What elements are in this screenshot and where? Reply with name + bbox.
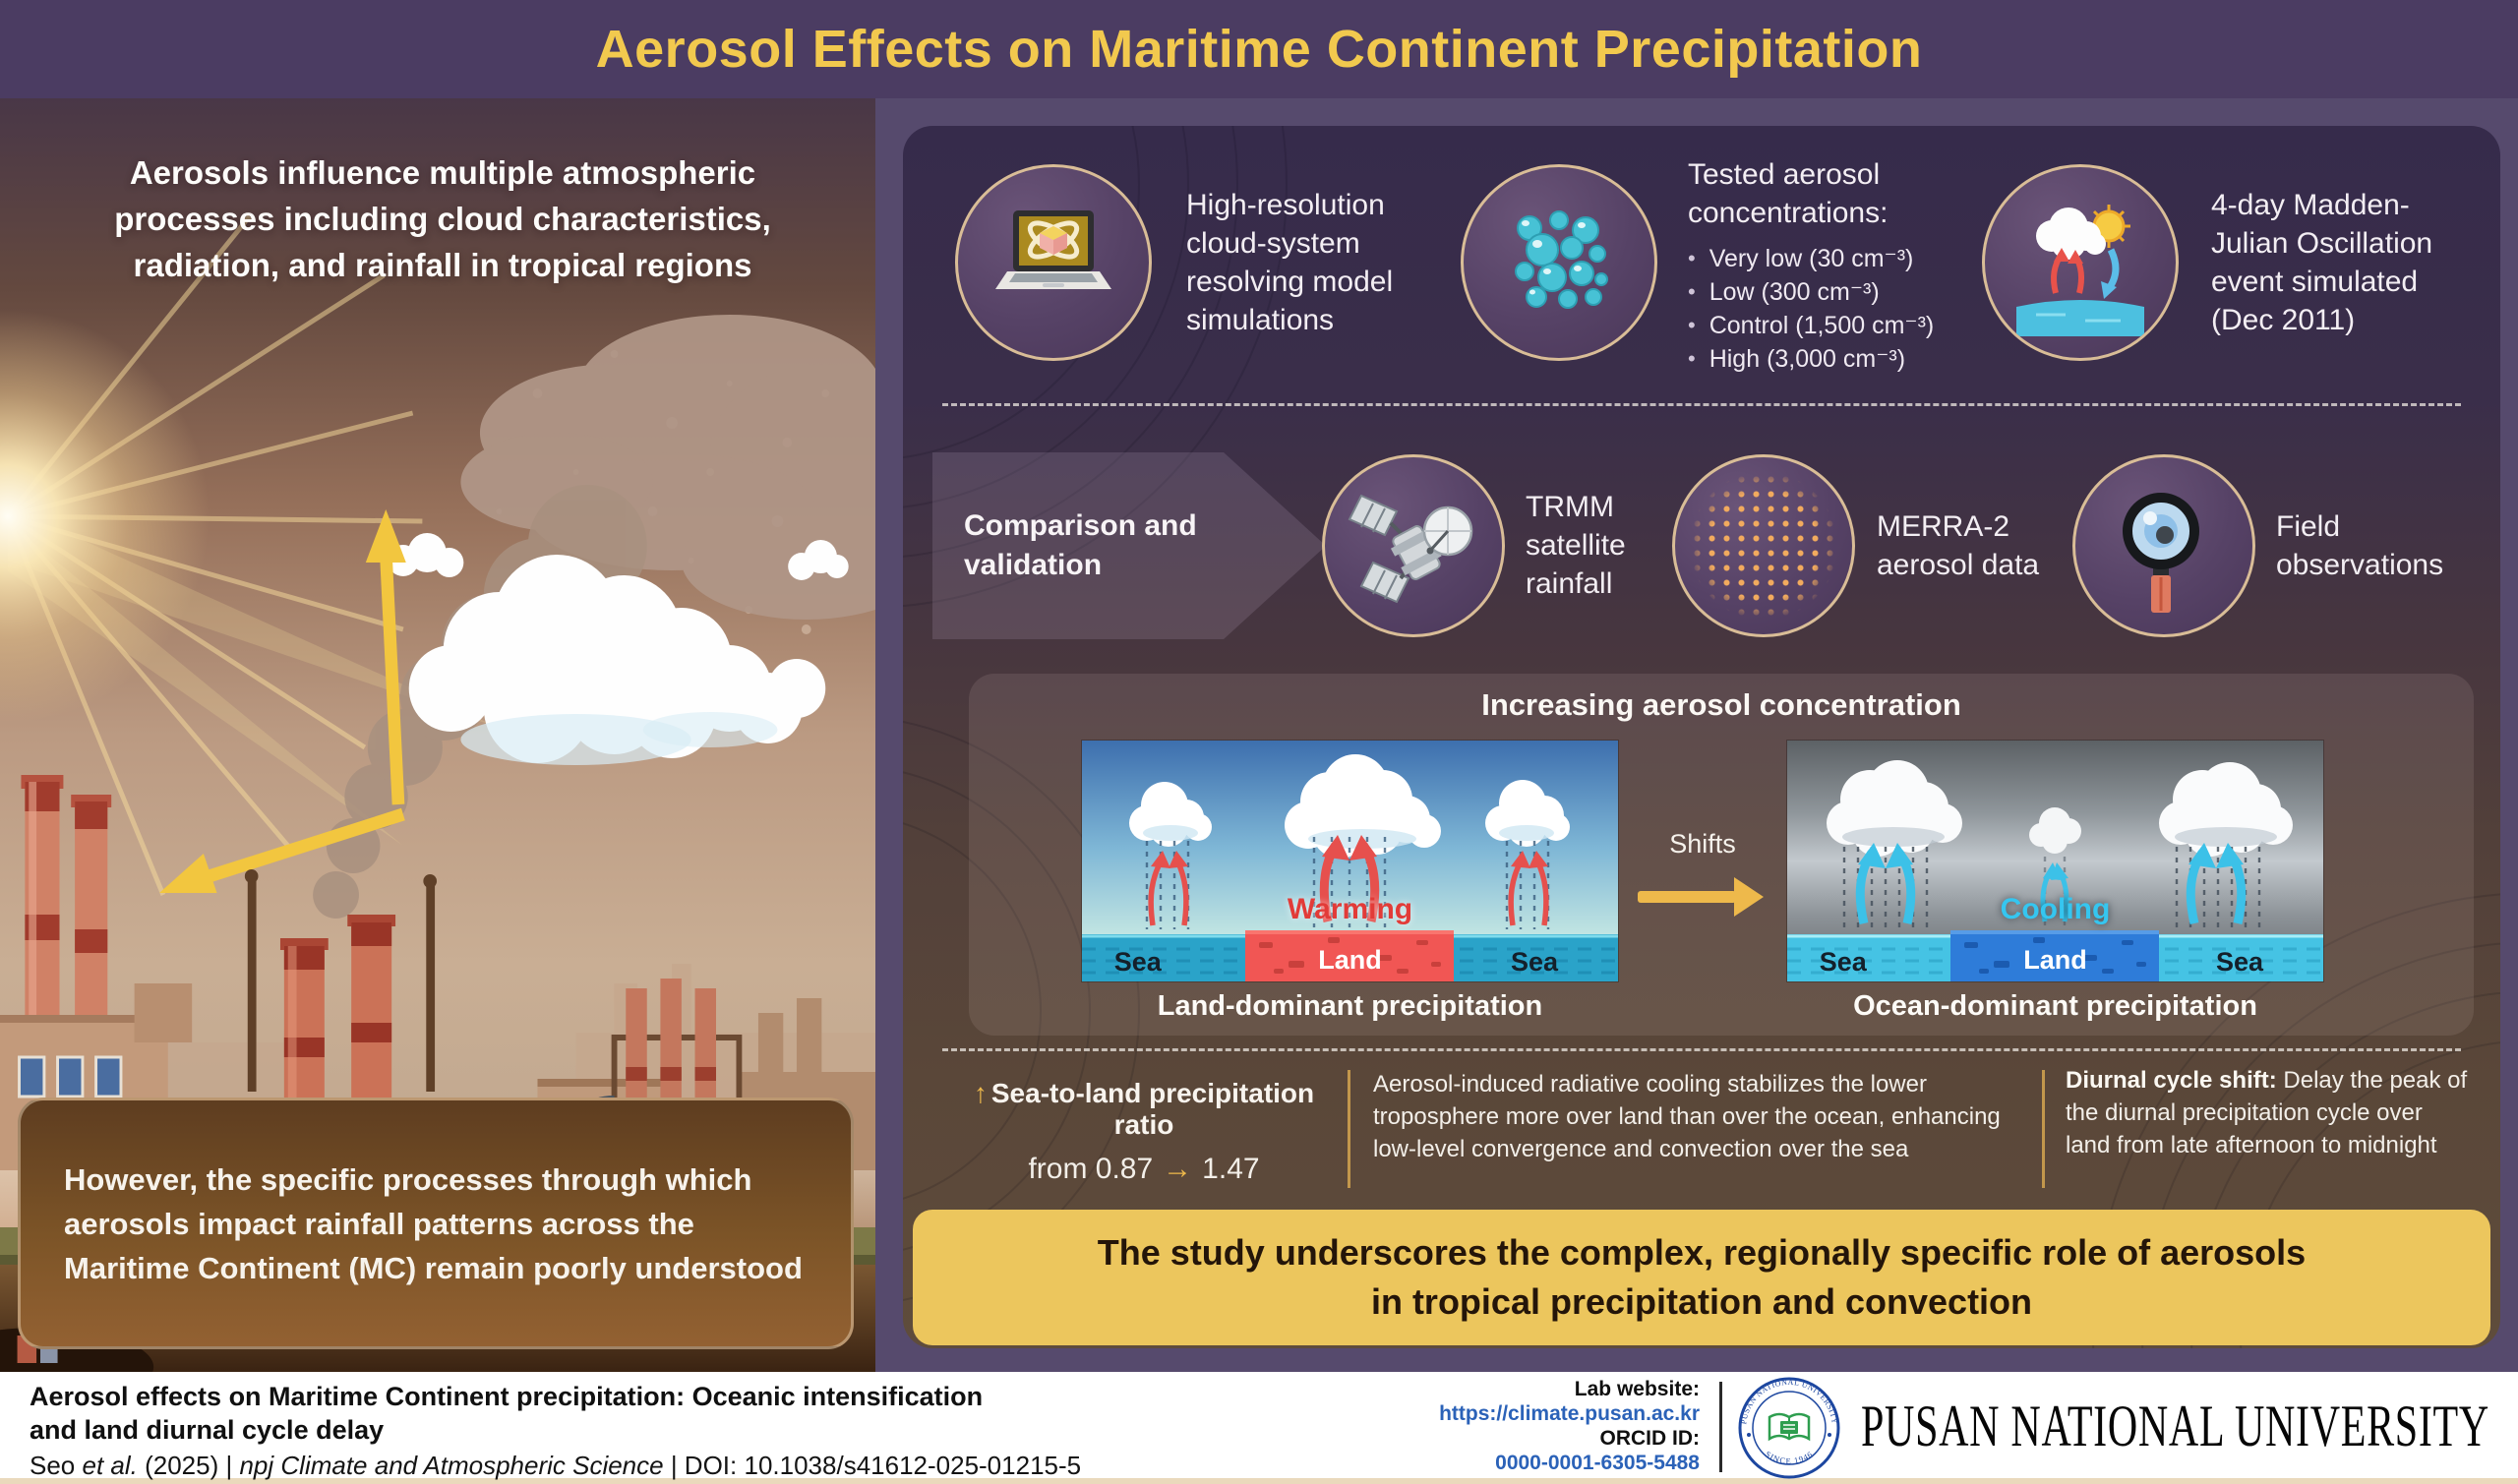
- paper-title-line1: Aerosol effects on Maritime Continent pr…: [30, 1382, 984, 1411]
- summary-panel: High-resolution cloud-system resolving m…: [903, 126, 2500, 1348]
- problem-statement-box: However, the specific processes through …: [18, 1098, 854, 1349]
- right-content-area: High-resolution cloud-system resolving m…: [875, 98, 2518, 1372]
- ratio-from: from 0.87: [1028, 1153, 1154, 1185]
- seal-book-emblem: [1768, 1412, 1811, 1442]
- increase-arrow-icon: ↑: [973, 1078, 988, 1108]
- list-item: Low (300 cm⁻³): [1688, 275, 2003, 309]
- merra-text: MERRA-2 aerosol data: [1877, 510, 2040, 581]
- sea-label: Sea: [1511, 947, 1559, 977]
- aerosol-bubbles-icon: [1515, 210, 1608, 309]
- land-block: [1950, 930, 2159, 981]
- footer-bar: Aerosol effects on Maritime Continent pr…: [0, 1372, 2518, 1484]
- citation-etal: et al.: [82, 1451, 138, 1480]
- diurnal-lead: Diurnal cycle shift:: [2066, 1067, 2277, 1094]
- header-bar: Aerosol Effects on Maritime Continent Pr…: [0, 0, 2518, 98]
- shifts-label: Shifts: [1669, 829, 1736, 859]
- ocean-dominant-illustration: [1787, 741, 2323, 981]
- land-label: Land: [1318, 945, 1382, 975]
- intro-statement: Aerosols influence multiple atmospheric …: [114, 154, 771, 283]
- high-scene-caption: Ocean-dominant precipitation: [1853, 990, 2257, 1022]
- fieldobs-icon-circle: [2072, 454, 2255, 637]
- ratio-finding: ↑ Sea-to-land precipitation ratio from 0.…: [947, 1078, 1341, 1186]
- lab-website-label: Lab website:: [1574, 1378, 1700, 1400]
- mjo-icon-circle: [1982, 164, 2179, 361]
- citation-authors: Seo: [30, 1451, 83, 1480]
- ratio-title: Sea-to-land precipitation ratio: [990, 1078, 1315, 1140]
- page-title: Aerosol Effects on Maritime Continent Pr…: [595, 20, 1923, 79]
- conclusion-text: The study underscores the complex, regio…: [1097, 1232, 2307, 1322]
- field-observation-icon: [2123, 493, 2199, 613]
- trmm-icon-circle: [1322, 454, 1505, 637]
- cumulus-clouds: [388, 533, 849, 765]
- radiation-arrows: [158, 509, 406, 893]
- footer-divider: [1719, 1382, 1722, 1472]
- updraft-arrows: [1855, 843, 2247, 925]
- mechanism-title: Increasing aerosol concentration: [1481, 687, 1961, 722]
- updraft-arrows: [1148, 835, 1549, 926]
- ratio-to: 1.47: [1202, 1153, 1260, 1185]
- concentrations-block: Tested aerosol concentrations: Very low …: [1688, 155, 2003, 376]
- paper-title-line2: and land diurnal cycle delay: [30, 1415, 385, 1445]
- shift-arrow-icon: [1634, 877, 1771, 917]
- list-item: High (3,000 cm⁻³): [1688, 342, 2003, 376]
- orcid-link[interactable]: 0000-0001-6305-5488: [1495, 1452, 1700, 1474]
- laptop-simulation-icon: [995, 210, 1111, 289]
- conclusion-banner: The study underscores the complex, regio…: [913, 1210, 2490, 1345]
- citation: Seo et al. (2025) | npj Climate and Atmo…: [30, 1451, 1081, 1481]
- ratio-title-line: ↑ Sea-to-land precipitation ratio: [947, 1078, 1341, 1141]
- concentrations-list: Very low (30 cm⁻³) Low (300 cm⁻³) Contro…: [1688, 242, 2003, 376]
- cooling-finding: Aerosol-induced radiative cooling stabil…: [1373, 1071, 2001, 1162]
- model-text: High-resolution cloud-system resolving m…: [1186, 189, 1394, 336]
- list-item: Very low (30 cm⁻³): [1688, 242, 2003, 275]
- shifts-indicator: Shifts: [1634, 829, 1771, 917]
- list-item: Control (1,500 cm⁻³): [1688, 309, 2003, 342]
- lab-info-block: Lab website: https://climate.pusan.ac.kr…: [1375, 1377, 1700, 1475]
- sea-label: Sea: [2216, 947, 2264, 977]
- lab-website-link[interactable]: https://climate.pusan.ac.kr: [1439, 1402, 1700, 1425]
- cooling-label: Cooling: [2000, 893, 2111, 925]
- concentrations-title: Tested aerosol concentrations:: [1688, 158, 1888, 229]
- high-aerosol-scene: Sea Land Sea Cooling: [1787, 741, 2323, 981]
- separator-dashed: [942, 1048, 2461, 1051]
- low-aerosol-scene: Sea Land Sea Warming: [1082, 741, 1618, 981]
- validation-label: Comparison and validation: [964, 509, 1197, 581]
- citation-journal: npj Climate and Atmospheric Science: [239, 1451, 664, 1480]
- university-seal-icon: PUSAN NATIONAL UNIVERSITY SINCE 1946: [1738, 1377, 1840, 1479]
- mjo-event-icon: [2016, 205, 2144, 336]
- model-icon-circle: [955, 164, 1152, 361]
- low-scene-caption: Land-dominant precipitation: [1157, 990, 1543, 1022]
- aerosol-icon-circle: [1461, 164, 1657, 361]
- land-dominant-illustration: [1082, 741, 1618, 981]
- citation-year: (2025) |: [137, 1451, 240, 1480]
- citation-doi: | DOI: 10.1038/s41612-025-01215-5: [663, 1451, 1082, 1480]
- merra-icon-circle: [1672, 454, 1855, 637]
- problem-statement: However, the specific processes through …: [64, 1161, 803, 1285]
- stat-divider: [1348, 1070, 1350, 1188]
- sea-label: Sea: [1113, 947, 1162, 977]
- fieldobs-text: Field observations: [2276, 510, 2444, 581]
- diurnal-finding: Diurnal cycle shift: Delay the peak of t…: [2066, 1064, 2469, 1161]
- stat-divider: [2042, 1070, 2045, 1188]
- orcid-label: ORCID ID:: [1599, 1427, 1701, 1450]
- clouds: [1827, 760, 2293, 857]
- smog-cloud: [460, 315, 875, 620]
- warming-label: Warming: [1287, 893, 1413, 925]
- land-block: [1245, 930, 1454, 981]
- sea-label: Sea: [1819, 947, 1867, 977]
- land-label: Land: [2023, 945, 2087, 975]
- satellite-icon: [1348, 494, 1473, 604]
- diurnal-text: Delay the peak of the diurnal precipitat…: [2066, 1067, 2468, 1158]
- mechanism-panel: Increasing aerosol concentration: [969, 674, 2474, 1036]
- separator-dashed: [942, 403, 2461, 406]
- mjo-text: 4-day Madden-Julian Oscillation event si…: [2211, 189, 2433, 336]
- university-name: PUSAN NATIONAL UNIVERSITY: [1861, 1393, 2489, 1458]
- right-arrow-icon: →: [1163, 1153, 1193, 1185]
- merra2-dots-icon: [1690, 472, 1837, 620]
- left-illustration-panel: Aerosols influence multiple atmospheric …: [0, 98, 875, 1372]
- ratio-values: from 0.87 → 1.47: [947, 1153, 1341, 1186]
- trmm-text: TRMM satellite rainfall: [1526, 491, 1626, 600]
